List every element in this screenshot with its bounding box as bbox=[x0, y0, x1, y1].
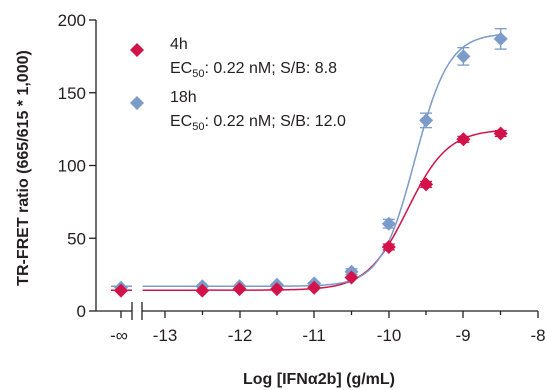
data-point bbox=[114, 283, 128, 298]
data-point bbox=[456, 132, 471, 147]
legend-marker bbox=[130, 43, 144, 57]
series-4h bbox=[114, 126, 508, 298]
data-point bbox=[381, 239, 396, 254]
y-tick-label: 0 bbox=[77, 302, 86, 321]
data-point bbox=[419, 113, 434, 128]
data-point bbox=[493, 126, 508, 141]
x-axis-title: Log [IFNα2b] (g/mL) bbox=[243, 371, 395, 388]
fit-curve bbox=[142, 129, 501, 291]
data-point bbox=[232, 282, 247, 297]
data-marks bbox=[114, 28, 508, 298]
legend-series-name: 4h bbox=[170, 36, 188, 53]
x-tick-label: -10 bbox=[377, 326, 402, 345]
legend-marker bbox=[130, 96, 144, 110]
x-tick-label: -∞ bbox=[110, 326, 128, 345]
x-tick-label: -12 bbox=[228, 326, 253, 345]
data-point bbox=[269, 282, 284, 297]
legend-series-name: 18h bbox=[170, 89, 197, 106]
legend-series-detail: EC50: 0.22 nM; S/B: 12.0 bbox=[170, 113, 346, 133]
y-tick-label: 50 bbox=[67, 229, 86, 248]
data-point bbox=[493, 31, 508, 46]
x-tick-label: -8 bbox=[530, 326, 545, 345]
data-point bbox=[419, 177, 434, 192]
y-tick-label: 200 bbox=[58, 11, 86, 30]
data-point bbox=[344, 270, 359, 285]
y-tick-label: 150 bbox=[58, 84, 86, 103]
data-point bbox=[456, 49, 471, 64]
y-axis-title: TR-FRET ratio (665/615 * 1,000) bbox=[15, 50, 32, 286]
x-tick-label: -9 bbox=[455, 326, 470, 345]
axes: 0 50 100 150 200 -∞ -13 -12 -11 -10 -9 -8 bbox=[58, 11, 545, 345]
y-tick-label: 100 bbox=[58, 157, 86, 176]
legend: 4h EC50: 0.22 nM; S/B: 8.8 18h EC50: 0.22 n… bbox=[130, 36, 346, 133]
data-point bbox=[307, 280, 322, 295]
x-tick-label: -13 bbox=[153, 326, 178, 345]
x-tick-label: -11 bbox=[302, 326, 325, 345]
legend-series-detail: EC50: 0.22 nM; S/B: 8.8 bbox=[170, 60, 337, 80]
data-point bbox=[381, 216, 396, 231]
data-point bbox=[195, 283, 210, 298]
